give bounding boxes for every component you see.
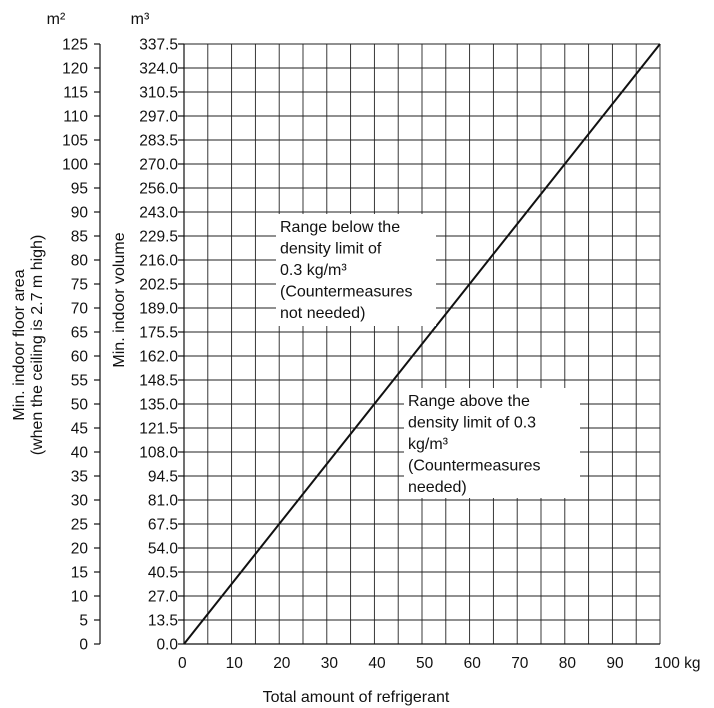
- annotation-text-line: (Countermeasures: [408, 458, 541, 475]
- x-tick-label: 90: [606, 655, 624, 672]
- y-tick-label-m2: 70: [71, 301, 89, 318]
- y-tick-label-m2: 60: [71, 349, 89, 366]
- x-tick-label: 20: [273, 655, 291, 672]
- annotation-text-line: not needed): [280, 305, 365, 322]
- y-tick-label-m3: 202.5: [139, 277, 178, 294]
- y-tick-label-m3: 94.5: [148, 469, 178, 486]
- y-tick-label-m2: 115: [63, 85, 88, 102]
- y-tick-label-m2: 35: [71, 469, 88, 486]
- y-tick-label-m2: 30: [71, 493, 89, 510]
- y-tick-label-m3: 216.0: [139, 253, 178, 270]
- y-tick-label-m2: 40: [71, 445, 89, 462]
- grid: [183, 43, 661, 645]
- y-tick-label-m2: 125: [62, 37, 88, 54]
- y-tick-label-m3: 270.0: [139, 157, 178, 174]
- y-tick-label-m2: 100: [62, 157, 88, 174]
- y-tick-label-m3: 121.5: [139, 421, 178, 438]
- y-tick-label-m3: 243.0: [139, 205, 178, 222]
- y-tick-label-m2: 25: [71, 517, 88, 534]
- annotation-background: [404, 388, 580, 498]
- annotation-text-line: density limit of: [280, 241, 382, 258]
- y-tick-label-m3: 0.0: [156, 637, 178, 654]
- y-tick-label-m3: 324.0: [139, 61, 178, 78]
- y-tick-label-m3: 297.0: [139, 109, 178, 126]
- x-tick-label: 60: [464, 655, 482, 672]
- y-tick-label-m2: 75: [71, 277, 88, 294]
- y-tick-label-m3: 189.0: [139, 301, 178, 318]
- y-tick-label-m3: 27.0: [148, 589, 179, 606]
- y-tick-label-m2: 95: [71, 181, 88, 198]
- axes: 0 0.05 13.510 27.015 40.520 54.025 67.530 81.03…: [62, 37, 700, 673]
- y-tick-label-m2: 0: [79, 637, 88, 654]
- y-tick-label-m2: 50: [71, 397, 89, 414]
- y-tick-label-m2: 20: [71, 541, 89, 558]
- y-tick-label-m3: 283.5: [139, 133, 178, 150]
- x-tick-label: 100 kg: [654, 655, 701, 672]
- annotation-text-line: (Countermeasures: [280, 284, 413, 301]
- y-tick-label-m2: 10: [71, 589, 89, 606]
- y-axis-title-m3: Min. indoor volume: [111, 232, 128, 367]
- y-tick-label-m3: 310.5: [139, 85, 178, 102]
- y-tick-label-m2: 90: [71, 205, 89, 222]
- y-tick-label-m2: 85: [71, 229, 88, 246]
- x-tick-label: 80: [559, 655, 577, 672]
- y-tick-label-m3: 337.5: [139, 37, 178, 54]
- m3-unit-label: m³: [131, 11, 150, 28]
- y-tick-label-m3: 40.5: [148, 565, 178, 582]
- annotation-text-line: 0.3 kg/m³: [280, 262, 347, 279]
- annotation: Range above the density limit of 0.3 kg/m³…: [404, 388, 580, 498]
- y-tick-label-m2: 80: [71, 253, 89, 270]
- y-tick-label-m3: 148.5: [139, 373, 178, 390]
- series-layer: [183, 43, 661, 645]
- annotation-text-line: Range above the: [408, 393, 530, 410]
- y-tick-label-m3: 108.0: [139, 445, 178, 462]
- annotation-text-line: needed): [408, 479, 467, 496]
- y-tick-label-m2: 65: [71, 325, 88, 342]
- y-tick-label-m3: 256.0: [139, 181, 178, 198]
- annotation: Range below the density limit of 0.3 kg/m³…: [276, 214, 436, 326]
- y-tick-label-m3: 162.0: [139, 349, 178, 366]
- x-axis-title: Total amount of refrigerant: [263, 689, 450, 706]
- y-tick-label-m3: 175.5: [139, 325, 178, 342]
- y-tick-label-m3: 229.5: [139, 229, 178, 246]
- annotation-text-line: Range below the: [280, 219, 400, 236]
- x-tick-label: 10: [226, 655, 244, 672]
- y-tick-label-m3: 13.5: [148, 613, 178, 630]
- y-axis-title-m2-line2: (when the ceiling is 2.7 m high): [29, 235, 46, 456]
- y-tick-label-m3: 54.0: [148, 541, 179, 558]
- y-tick-label-m2: 105: [62, 133, 88, 150]
- y-tick-label-m3: 67.5: [148, 517, 178, 534]
- m2-unit-label: m²: [47, 11, 66, 28]
- series-line: [183, 43, 661, 645]
- y-tick-label-m2: 110: [63, 109, 88, 126]
- y-tick-label-m2: 55: [71, 373, 88, 390]
- x-tick-label: 70: [511, 655, 529, 672]
- x-tick-label: 50: [416, 655, 434, 672]
- annotation-text-line: kg/m³: [408, 436, 449, 453]
- annotations: Range below the density limit of 0.3 kg/m³…: [276, 214, 580, 498]
- x-tick-label: 40: [368, 655, 386, 672]
- y-tick-label-m2: 5: [79, 613, 88, 630]
- annotation-background: [276, 214, 436, 326]
- y-tick-label-m3: 81.0: [148, 493, 179, 510]
- annotation-text-line: density limit of 0.3: [408, 415, 536, 432]
- y-tick-label-m2: 120: [62, 61, 88, 78]
- y-tick-label-m2: 15: [71, 565, 88, 582]
- x-tick-label: 0: [178, 655, 187, 672]
- x-tick-label: 30: [321, 655, 339, 672]
- y-axis-title-m2-line1: Min. indoor floor area: [11, 269, 28, 420]
- y-tick-label-m3: 135.0: [139, 397, 178, 414]
- y-tick-label-m2: 45: [71, 421, 88, 438]
